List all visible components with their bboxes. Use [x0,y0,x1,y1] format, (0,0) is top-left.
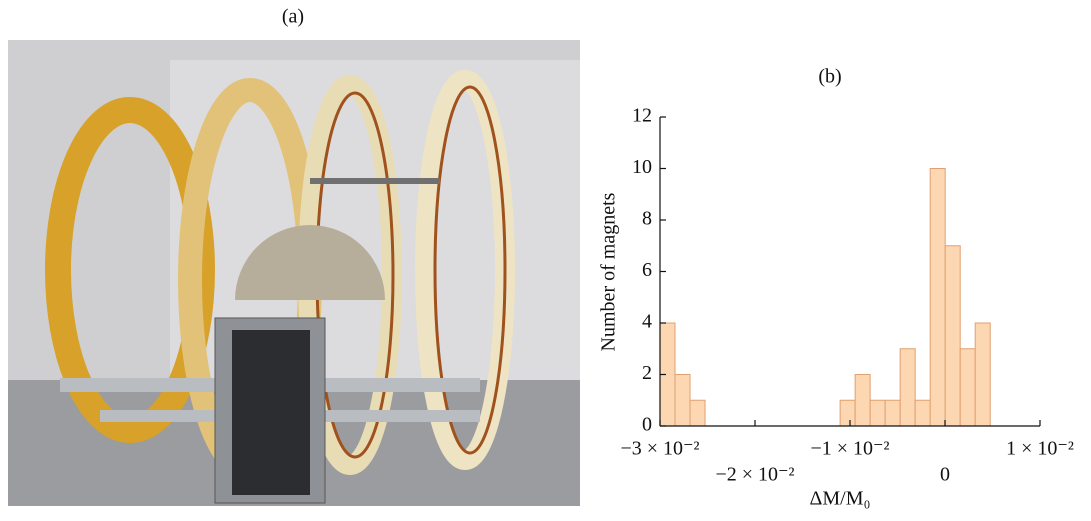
y-tick-label: 0 [642,414,652,436]
bar [944,245,961,427]
y-tick-label: 8 [642,208,652,230]
y-tick-label: 2 [642,362,652,384]
bar [914,399,931,427]
y-tick-label: 4 [642,311,652,333]
y-tick-label: 12 [632,105,652,127]
x-tick-label: 1 × 10⁻² [1006,438,1074,460]
x-tick-label: −2 × 10⁻² [715,464,794,486]
x-tick-label: 0 [940,464,950,486]
bar [854,374,871,427]
x-tick-label: −1 × 10⁻² [810,438,889,460]
bar [869,399,886,427]
bar [884,399,901,427]
y-axis-label: Number of magnets [598,192,620,351]
y-tick-label: 10 [632,156,652,178]
bar [839,399,856,427]
y-tick-label: 6 [642,259,652,281]
bar [959,348,976,427]
chart-title: (b) [818,66,841,88]
bar [974,322,991,427]
x-tick-label: −3 × 10⁻² [620,438,699,460]
bar [689,399,706,427]
x-axis-label: ΔM/M₀ [810,488,871,510]
photo [8,40,580,506]
bar [674,374,691,427]
bar [899,348,916,427]
bar [929,168,946,427]
panel-label: (a) [282,6,304,28]
